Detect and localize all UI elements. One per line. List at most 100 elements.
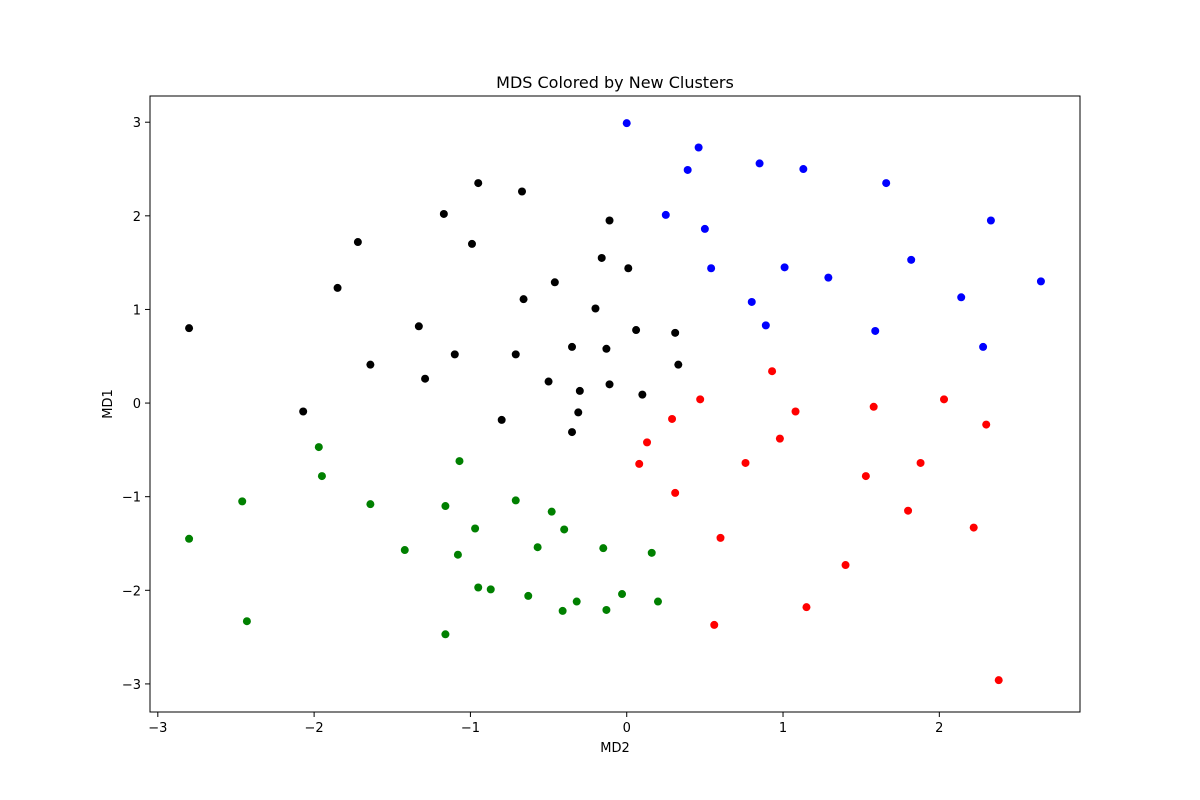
data-point: [982, 420, 991, 429]
data-point: [761, 321, 770, 330]
data-point: [366, 360, 375, 369]
data-point: [533, 543, 542, 552]
data-point: [755, 159, 764, 168]
x-tick-label: −1: [461, 721, 480, 736]
data-point: [558, 606, 567, 615]
data-point: [467, 239, 476, 248]
data-point: [574, 408, 583, 417]
data-point: [791, 407, 800, 416]
y-tick-label: 0: [133, 397, 141, 412]
x-tick-label: −3: [148, 721, 167, 736]
data-point: [238, 497, 247, 506]
data-point: [768, 367, 777, 376]
data-point: [599, 544, 608, 553]
x-tick-label: −2: [305, 721, 324, 736]
data-point: [400, 546, 409, 555]
data-point: [775, 434, 784, 443]
data-point: [414, 322, 423, 331]
y-tick-label: −3: [122, 678, 141, 693]
data-point: [455, 457, 464, 466]
data-point: [474, 179, 483, 188]
data-point: [1036, 277, 1045, 286]
data-point: [647, 548, 656, 557]
data-point: [780, 263, 789, 272]
data-point: [716, 533, 725, 542]
data-point: [841, 561, 850, 570]
chart-title: MDS Colored by New Clusters: [496, 73, 734, 92]
y-tick-label: 1: [133, 303, 141, 318]
data-point: [643, 438, 652, 447]
data-point: [741, 458, 750, 467]
data-point: [632, 326, 641, 335]
plot-frame: [149, 95, 1081, 713]
y-tick-label: −2: [122, 584, 141, 599]
data-point: [568, 428, 577, 437]
data-point: [653, 597, 662, 606]
y-tick-label: 3: [133, 116, 141, 131]
x-tick-label: 1: [779, 721, 787, 736]
data-point: [671, 488, 680, 497]
data-point: [683, 165, 692, 174]
axis-ticks: −3 −2 −1 0 1 2 −3 −2 −1 0 1 2 3: [122, 116, 944, 736]
data-point: [474, 583, 483, 592]
data-point: [602, 344, 611, 353]
data-point: [602, 605, 611, 614]
data-point: [969, 523, 978, 532]
data-point: [519, 295, 528, 304]
data-point: [824, 273, 833, 282]
data-point: [661, 210, 670, 219]
data-point: [575, 386, 584, 395]
data-point: [518, 187, 526, 196]
data-point: [544, 377, 553, 386]
data-point: [524, 591, 533, 600]
data-point: [622, 119, 631, 128]
data-point: [638, 390, 647, 399]
data-point: [861, 472, 870, 481]
y-axis-label: MD1: [101, 389, 116, 419]
data-point: [710, 620, 719, 629]
data-point: [700, 224, 709, 233]
data-point: [994, 676, 1003, 685]
data-point: [940, 395, 949, 404]
y-tick-label: 2: [133, 210, 141, 225]
data-point: [366, 500, 375, 509]
data-point: [802, 603, 811, 612]
data-point: [986, 216, 995, 225]
data-point: [597, 253, 606, 262]
data-point: [591, 304, 600, 313]
data-point: [550, 278, 559, 287]
data-point: [618, 590, 627, 599]
data-point: [568, 342, 577, 351]
series-1: [185, 179, 683, 437]
data-point: [674, 360, 683, 369]
data-point: [882, 179, 891, 188]
data-point: [605, 216, 614, 225]
data-point: [871, 326, 880, 335]
data-point: [511, 350, 520, 359]
data-point: [441, 630, 450, 639]
y-tick-label: −1: [122, 491, 141, 506]
x-tick-label: 2: [935, 721, 943, 736]
data-point: [299, 407, 308, 416]
data-point: [511, 496, 520, 505]
data-point: [242, 617, 251, 626]
data-point: [353, 238, 362, 247]
data-point: [957, 293, 966, 302]
data-point: [904, 506, 913, 515]
data-point: [441, 502, 450, 511]
data-point: [450, 350, 459, 359]
series-2: [635, 367, 1003, 685]
data-point: [314, 443, 323, 452]
series-0: [622, 119, 1045, 351]
x-axis-label: MD2: [600, 741, 630, 756]
data-point: [185, 324, 194, 333]
data-point: [317, 472, 326, 481]
data-point: [453, 550, 462, 559]
data-point: [869, 402, 878, 411]
data-point: [497, 415, 506, 424]
data-point: [547, 507, 556, 516]
data-point: [907, 255, 916, 264]
data-point: [421, 374, 430, 383]
